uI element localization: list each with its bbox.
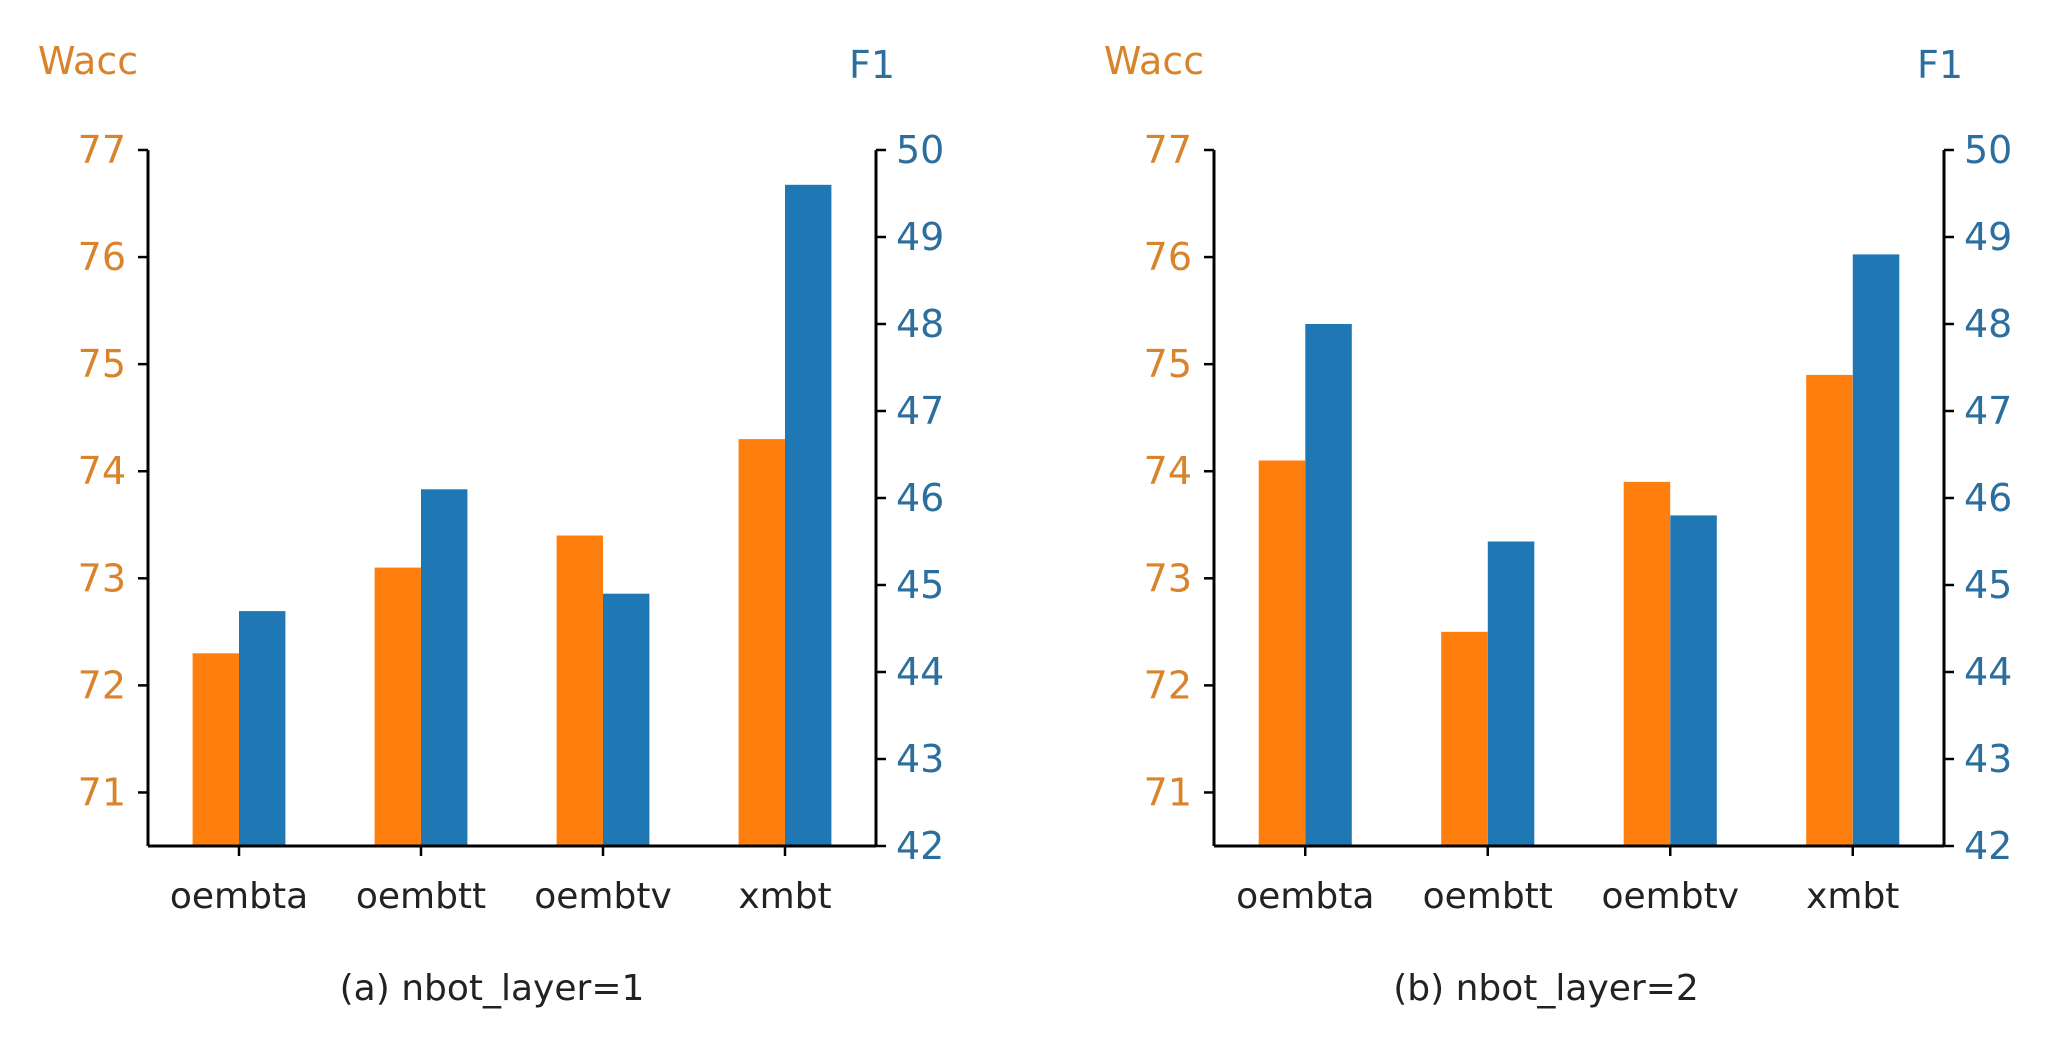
chart-caption: (a) nbot_layer=1 [340, 968, 645, 1009]
left-tick-label-77: 77 [1144, 128, 1192, 172]
left-tick-label-71: 71 [78, 770, 126, 814]
bar-wacc-oembtv [1623, 481, 1671, 846]
left-tick-label-75: 75 [1144, 342, 1192, 386]
bar-f1-oembtv [603, 593, 650, 846]
x-tick-label-oembtt: oembtt [1423, 876, 1553, 917]
right-axis-label: F1 [1917, 43, 1963, 87]
right-tick-label-48: 48 [896, 302, 944, 346]
left-tick-label-74: 74 [1144, 449, 1192, 493]
right-tick-label-42: 42 [896, 824, 944, 868]
right-tick-label-50: 50 [896, 128, 944, 172]
left-tick-label-73: 73 [1144, 556, 1192, 600]
left-tick-label-71: 71 [1144, 770, 1192, 814]
right-tick-label-48: 48 [1964, 302, 2012, 346]
left-tick-label-73: 73 [78, 556, 126, 600]
right-tick-label-47: 47 [896, 389, 944, 433]
left-tick-label-75: 75 [78, 342, 126, 386]
left-tick-label-74: 74 [78, 449, 126, 493]
bar-f1-oembtt [1487, 541, 1535, 846]
bar-wacc-xmbt [738, 439, 785, 846]
x-tick-label-oembta: oembta [170, 876, 308, 917]
left-tick-label-76: 76 [1144, 235, 1192, 279]
bar-f1-oembta [1305, 324, 1352, 846]
bar-wacc-oembtt [1441, 631, 1488, 846]
right-tick-label-45: 45 [1964, 563, 2012, 607]
x-tick-label-xmbt: xmbt [1806, 876, 1899, 917]
chart-caption: (b) nbot_layer=2 [1393, 968, 1699, 1009]
right-tick-label-49: 49 [896, 215, 944, 259]
bar-wacc-oembta [1258, 460, 1306, 846]
right-axis-label: F1 [849, 43, 895, 87]
bar-wacc-oembtt [374, 567, 421, 846]
right-tick-label-44: 44 [896, 650, 944, 694]
bar-f1-xmbt [1852, 254, 1900, 846]
x-tick-label-oembtv: oembtv [534, 876, 672, 917]
bar-wacc-oembtv [556, 535, 603, 846]
right-tick-label-50: 50 [1964, 128, 2012, 172]
bar-f1-oembta [239, 611, 286, 846]
right-tick-label-43: 43 [1964, 737, 2012, 781]
left-tick-label-76: 76 [78, 235, 126, 279]
right-tick-label-49: 49 [1964, 215, 2012, 259]
x-tick-label-oembtv: oembtv [1601, 876, 1739, 917]
bar-wacc-oembta [192, 653, 239, 846]
left-tick-label-77: 77 [78, 128, 126, 172]
bar-f1-oembtv [1670, 515, 1717, 846]
bar-f1-xmbt [785, 184, 832, 847]
right-tick-label-42: 42 [1964, 824, 2012, 868]
x-tick-label-oembta: oembta [1236, 876, 1374, 917]
left-axis-label: Wacc [38, 39, 138, 83]
x-tick-label-xmbt: xmbt [738, 876, 831, 917]
right-tick-label-43: 43 [896, 737, 944, 781]
right-tick-label-45: 45 [896, 563, 944, 607]
left-tick-label-72: 72 [78, 663, 126, 707]
left-tick-label-72: 72 [1144, 663, 1192, 707]
bar-f1-oembtt [421, 489, 468, 846]
right-tick-label-44: 44 [1964, 650, 2012, 694]
right-tick-label-46: 46 [1964, 476, 2012, 520]
right-tick-label-46: 46 [896, 476, 944, 520]
left-axis-label: Wacc [1104, 39, 1204, 83]
right-tick-label-47: 47 [1964, 389, 2012, 433]
x-tick-label-oembtt: oembtt [356, 876, 486, 917]
bar-wacc-xmbt [1806, 374, 1853, 846]
